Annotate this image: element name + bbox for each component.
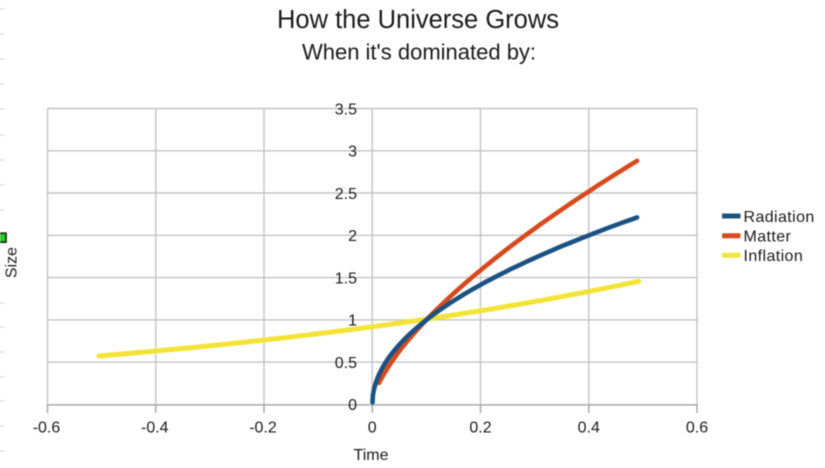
svg-text:1: 1: [348, 313, 357, 330]
svg-text:2.5: 2.5: [335, 186, 357, 203]
svg-text:0.5: 0.5: [335, 355, 357, 372]
svg-text:0.2: 0.2: [469, 419, 491, 436]
svg-text:Inflation: Inflation: [744, 248, 804, 265]
svg-text:0: 0: [348, 397, 357, 414]
svg-text:3: 3: [348, 144, 357, 161]
svg-text:-0.4: -0.4: [141, 419, 169, 436]
svg-text:Matter: Matter: [744, 228, 792, 245]
svg-text:3.5: 3.5: [335, 101, 357, 118]
svg-text:2: 2: [348, 228, 357, 245]
svg-text:When it's dominated by:: When it's dominated by:: [302, 40, 536, 65]
svg-text:-0.6: -0.6: [33, 419, 61, 436]
svg-text:Time: Time: [354, 447, 389, 464]
svg-text:-0.2: -0.2: [249, 419, 277, 436]
svg-text:0.6: 0.6: [686, 419, 708, 436]
svg-text:0: 0: [368, 419, 377, 436]
svg-text:Size: Size: [4, 247, 21, 278]
svg-text:0.4: 0.4: [578, 419, 600, 436]
svg-text:How the Universe Grows: How the Universe Grows: [277, 6, 559, 34]
svg-text:1.5: 1.5: [335, 270, 357, 287]
svg-text:Radiation: Radiation: [744, 209, 815, 226]
